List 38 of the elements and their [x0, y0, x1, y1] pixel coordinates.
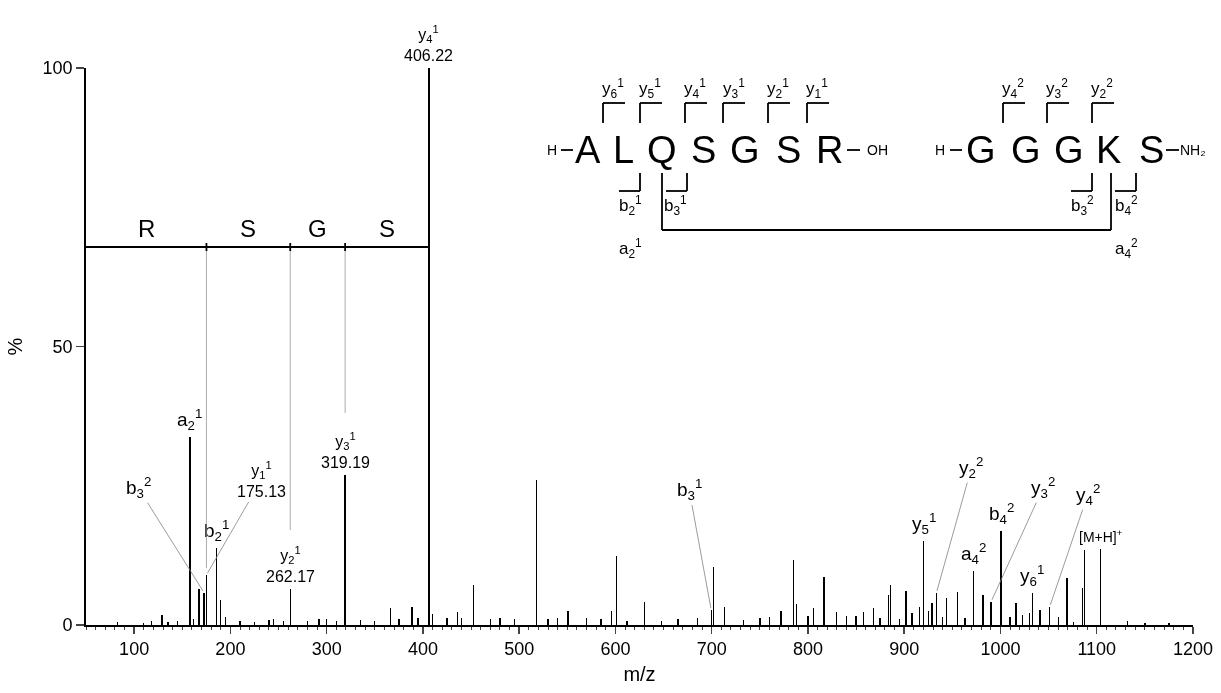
annotation: S: [1139, 129, 1165, 171]
x-tick-label: 900: [889, 639, 920, 660]
annotation: NH₂: [1180, 142, 1206, 158]
x-tick-label: 500: [504, 639, 535, 660]
annotation: OH: [867, 142, 888, 158]
annotation: K: [1096, 129, 1122, 171]
x-tick-label: 600: [600, 639, 631, 660]
annotation: S: [240, 215, 257, 242]
annotation: L: [613, 129, 635, 171]
annotation: [M+H]$^{+}$: [1079, 527, 1123, 545]
annotation: Q: [647, 129, 677, 171]
x-tick-label: 1200: [1172, 639, 1214, 660]
x-tick-label: 400: [407, 639, 438, 660]
x-tick-label: 200: [215, 639, 246, 660]
x-tick-label: 1100: [1077, 639, 1117, 660]
annotation: A: [575, 129, 601, 171]
x-tick-label: 300: [311, 639, 342, 660]
x-tick-label: 700: [696, 639, 727, 660]
x-tick-label: 1000: [980, 639, 1021, 660]
x-axis-title: m/z: [623, 662, 656, 685]
y-tick-label: 50: [52, 336, 73, 357]
annotation: S: [776, 129, 802, 171]
y-axis-title: %: [4, 337, 27, 356]
annotation: G: [966, 129, 996, 171]
annotation: R: [138, 215, 156, 242]
y-tick-label: 0: [62, 615, 73, 636]
y-tick-label: 100: [42, 58, 73, 79]
annotation: S: [379, 215, 396, 242]
annotation: G: [730, 129, 760, 171]
annotation: S: [691, 129, 717, 171]
x-tick-label: 800: [792, 639, 823, 660]
annotation: G: [1054, 129, 1084, 171]
x-tick-label: 100: [119, 639, 150, 660]
annotation: G: [1011, 129, 1041, 171]
annotation: G: [308, 215, 327, 242]
annotation: R: [816, 129, 844, 171]
annotation: H: [547, 142, 558, 158]
annotation: H: [935, 142, 946, 158]
